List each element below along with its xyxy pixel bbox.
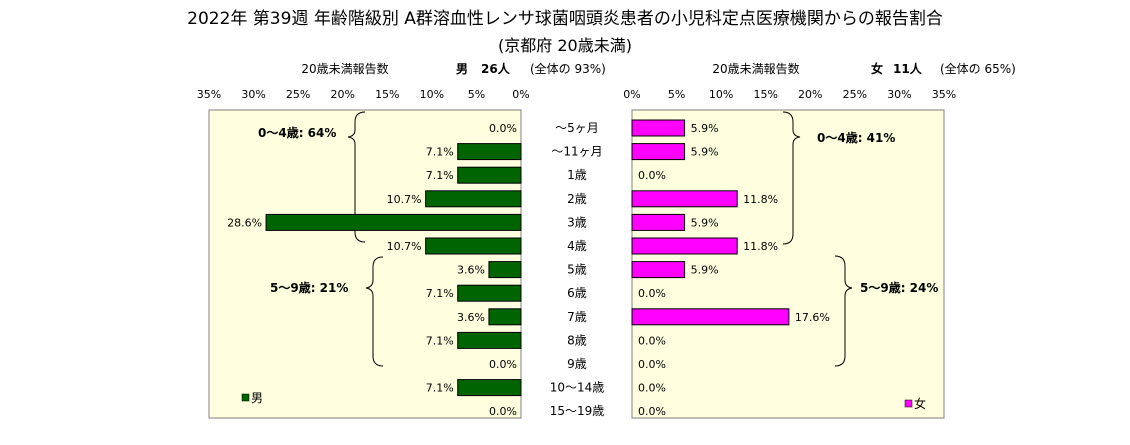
category-label: 8歳 xyxy=(567,333,587,347)
female-bar xyxy=(631,190,738,208)
female-group2-label: 5～9歳: 24% xyxy=(860,280,938,295)
female-group1-brace xyxy=(782,111,801,245)
female-x-tick-label: 0% xyxy=(623,88,640,101)
female-bar xyxy=(631,308,790,326)
male-bar xyxy=(457,143,522,161)
female-data-label: 5.9% xyxy=(691,264,719,277)
female-plot-area xyxy=(631,109,945,419)
female-data-label: 0.0% xyxy=(638,405,666,418)
category-label: 9歳 xyxy=(567,357,587,371)
male-bar xyxy=(457,331,522,349)
female-data-label: 0.0% xyxy=(638,334,666,347)
female-header-ratio: (全体の 65%) xyxy=(940,61,1016,76)
female-data-label: 0.0% xyxy=(638,287,666,300)
male-bar xyxy=(457,166,522,184)
female-header-count: 11人 xyxy=(893,61,923,76)
female-group2-brace xyxy=(834,255,853,367)
male-plot-area xyxy=(208,109,522,419)
category-label: ～5ヶ月 xyxy=(555,121,599,135)
male-header-ratio: (全体の 93%) xyxy=(530,61,606,76)
male-data-label: 28.6% xyxy=(227,216,262,229)
category-label: 3歳 xyxy=(567,215,587,229)
female-group1-label: 0～4歳: 41% xyxy=(817,130,895,145)
male-x-tick-label: 30% xyxy=(241,88,265,101)
male-data-label: 7.1% xyxy=(426,146,454,159)
male-data-label: 10.7% xyxy=(387,193,422,206)
female-bar xyxy=(631,213,686,231)
male-legend-label: 男 xyxy=(251,391,263,405)
male-data-label: 3.6% xyxy=(457,264,485,277)
category-label: 7歳 xyxy=(567,310,587,324)
female-axis-title: 20歳未満報告数 xyxy=(712,61,799,76)
category-label: 4歳 xyxy=(567,239,587,253)
category-label: 15～19歳 xyxy=(550,404,605,418)
category-label: 1歳 xyxy=(567,168,587,182)
female-data-label: 0.0% xyxy=(638,382,666,395)
female-x-tick-label: 30% xyxy=(887,88,911,101)
female-bar xyxy=(631,261,686,279)
female-data-label: 0.0% xyxy=(638,169,666,182)
category-label: 2歳 xyxy=(567,192,587,206)
male-data-label: 0.0% xyxy=(489,122,517,135)
male-x-tick-label: 35% xyxy=(197,88,221,101)
male-data-label: 7.1% xyxy=(426,169,454,182)
male-x-tick-label: 5% xyxy=(468,88,485,101)
female-legend-label: 女 xyxy=(914,396,926,411)
female-data-label: 0.0% xyxy=(638,358,666,371)
chart-subtitle: (京都府 20歳未満) xyxy=(498,36,632,55)
male-data-label: 7.1% xyxy=(426,382,454,395)
male-header-count: 26人 xyxy=(481,61,511,76)
female-bar xyxy=(631,237,738,255)
male-data-label: 0.0% xyxy=(489,405,517,418)
female-data-label: 11.8% xyxy=(743,193,778,206)
male-x-tick-label: 20% xyxy=(330,88,354,101)
female-data-label: 5.9% xyxy=(691,146,719,159)
category-label: 6歳 xyxy=(567,286,587,300)
male-group1-label: 0～4歳: 64% xyxy=(258,125,336,140)
male-bar xyxy=(457,284,522,302)
male-group2-label: 5～9歳: 21% xyxy=(270,280,348,295)
female-x-tick-label: 35% xyxy=(932,88,956,101)
male-data-label: 3.6% xyxy=(457,311,485,324)
male-data-label: 0.0% xyxy=(489,358,517,371)
female-data-label: 11.8% xyxy=(743,240,778,253)
chart-title: 2022年 第39週 年齢階級別 A群溶血性レンサ球菌咽頭炎患者の小児科定点医療… xyxy=(187,9,943,29)
male-data-label: 10.7% xyxy=(387,240,422,253)
male-bar xyxy=(457,379,522,397)
female-x-tick-label: 20% xyxy=(798,88,822,101)
female-x-tick-label: 15% xyxy=(753,88,777,101)
male-group2-brace xyxy=(365,256,384,367)
female-x-tick-label: 25% xyxy=(843,88,867,101)
female-data-label: 5.9% xyxy=(691,216,719,229)
male-x-tick-label: 15% xyxy=(375,88,399,101)
male-bar xyxy=(425,190,522,208)
female-header-label: 女 xyxy=(871,61,883,76)
male-x-tick-label: 10% xyxy=(420,88,444,101)
male-legend-swatch xyxy=(241,393,250,402)
female-bar xyxy=(631,119,686,137)
male-x-tick-label: 25% xyxy=(286,88,310,101)
male-bar xyxy=(425,237,522,255)
female-data-label: 5.9% xyxy=(691,122,719,135)
male-axis-title: 20歳未満報告数 xyxy=(301,61,388,76)
female-bar xyxy=(631,143,686,161)
male-data-label: 7.1% xyxy=(426,287,454,300)
category-label: 10～14歳 xyxy=(550,381,605,395)
category-label: ～11ヶ月 xyxy=(551,145,602,159)
male-bar xyxy=(265,213,522,231)
male-bar xyxy=(488,261,522,279)
male-bar xyxy=(488,308,522,326)
female-x-tick-label: 5% xyxy=(668,88,685,101)
female-x-tick-label: 10% xyxy=(709,88,733,101)
female-legend-swatch xyxy=(904,399,913,408)
female-data-label: 17.6% xyxy=(795,311,830,324)
category-label: 5歳 xyxy=(567,263,587,277)
male-x-tick-label: 0% xyxy=(512,88,529,101)
male-group1-brace xyxy=(347,111,366,243)
male-data-label: 7.1% xyxy=(426,334,454,347)
male-header-label: 男 xyxy=(456,62,468,76)
